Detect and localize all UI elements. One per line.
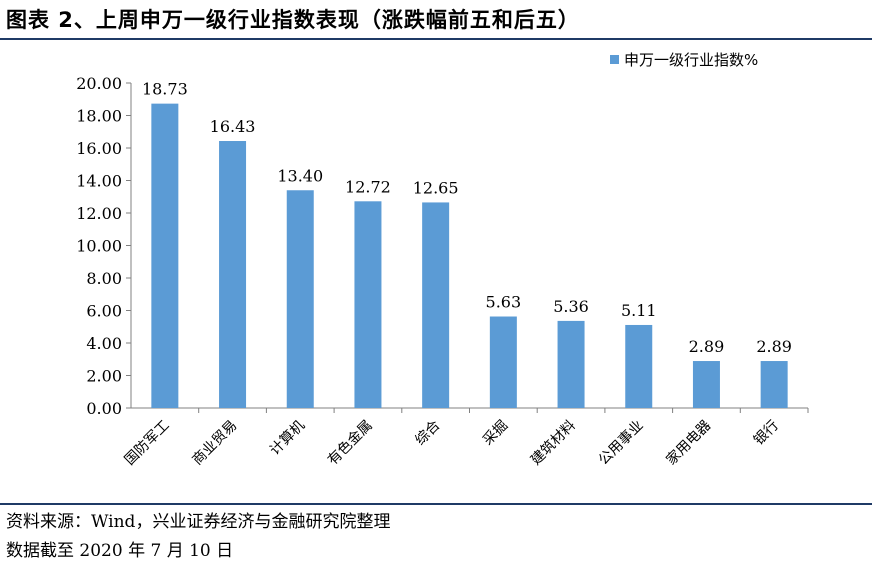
bar: [354, 201, 382, 408]
legend-swatch: [610, 55, 619, 64]
y-tick-label: 14.00: [76, 172, 122, 191]
bar: [760, 361, 788, 408]
bar: [489, 316, 517, 408]
bar-chart: 0.00 2.00 4.00 6.00 8.00 10.00 12.00 14.00 16.00…: [76, 51, 809, 469]
data-label: 5.63: [486, 293, 522, 312]
y-tick-label: 4.00: [86, 334, 122, 353]
data-label: 12.65: [413, 178, 459, 197]
x-tick-label: 综合: [412, 418, 443, 449]
data-label: 16.43: [210, 117, 256, 136]
x-tick-label: 有色金属: [324, 417, 376, 469]
data-label: 13.40: [277, 166, 323, 185]
date-note: 数据截至 2020 年 7 月 10 日: [6, 541, 234, 561]
bar: [422, 202, 450, 408]
x-tick-label: 建筑材料: [528, 418, 579, 469]
x-tick-label: 公用事业: [596, 418, 647, 469]
y-tick-label: 0.00: [86, 399, 122, 418]
y-tick-label: 18.00: [76, 107, 122, 126]
y-tick-label: 20.00: [76, 74, 122, 93]
source-note: 资料来源：Wind，兴业证券经济与金融研究院整理: [6, 512, 391, 532]
data-label: 12.72: [345, 177, 391, 196]
y-tick-label: 6.00: [86, 302, 122, 321]
page-title: 图表 2、上周申万一级行业指数表现（涨跌幅前五和后五）: [6, 8, 580, 32]
x-tick-label: 商业贸易: [189, 418, 240, 469]
y-tick-label: 10.00: [76, 237, 122, 256]
y-tick-label: 12.00: [76, 204, 122, 223]
x-tick-label: 银行: [751, 418, 782, 449]
bar: [625, 324, 653, 408]
data-label: 2.89: [689, 337, 725, 356]
legend-label: 申万一级行业指数%: [624, 51, 758, 69]
bar: [557, 320, 585, 408]
bottom-divider: [0, 503, 872, 505]
x-tick-label: 家用电器: [663, 417, 715, 469]
bar: [286, 190, 314, 408]
y-tick-label: 8.00: [86, 269, 122, 288]
y-tick-label: 2.00: [86, 367, 122, 386]
bar: [219, 141, 247, 408]
bar: [151, 103, 179, 408]
top-divider: [0, 38, 872, 40]
data-label: 2.89: [756, 337, 792, 356]
data-label: 5.36: [553, 297, 589, 316]
data-label: 18.73: [142, 80, 188, 99]
bar: [692, 361, 720, 408]
x-tick-label: 计算机: [267, 418, 308, 459]
x-tick-label: 采掘: [480, 418, 511, 449]
data-label: 5.11: [621, 301, 657, 320]
x-tick-label: 国防军工: [122, 418, 173, 469]
y-tick-label: 16.00: [76, 139, 122, 158]
